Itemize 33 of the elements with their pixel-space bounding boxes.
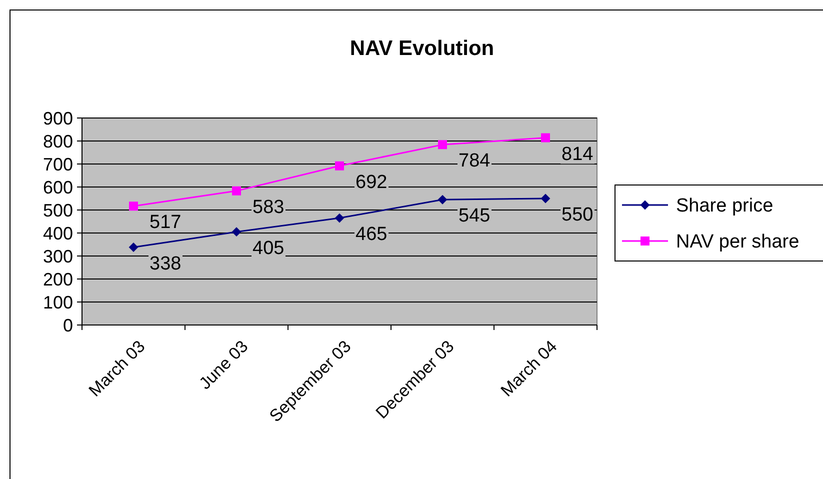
y-tick-label: 900 (42, 108, 73, 128)
point (232, 186, 241, 196)
point (129, 202, 138, 211)
point (541, 194, 550, 203)
y-tick-label: 200 (42, 269, 73, 290)
data-label: 550 (562, 204, 594, 226)
y-tick-label: 400 (42, 223, 73, 244)
data-label: 405 (252, 238, 284, 259)
point (438, 140, 447, 150)
y-tick-label: 300 (42, 246, 73, 266)
legend-label: NAV per share (676, 232, 800, 253)
data-label: 338 (150, 253, 182, 274)
y-tick-label: 800 (42, 131, 73, 152)
data-label: 583 (252, 196, 284, 218)
y-tick-label: 700 (42, 154, 73, 174)
y-tick-label: 600 (42, 177, 73, 198)
data-label: 465 (356, 224, 388, 246)
data-label: 814 (562, 144, 594, 165)
data-label: 784 (458, 150, 491, 172)
y-tick-label: 0 (62, 315, 73, 336)
data-label: 545 (458, 206, 490, 227)
point (541, 133, 550, 142)
data-label: 517 (150, 212, 182, 234)
point (335, 161, 344, 170)
point (129, 242, 138, 252)
legend-label: Share price (676, 196, 774, 217)
point (438, 195, 447, 204)
data-label: 692 (356, 172, 388, 193)
chart-title: NAV Evolution (350, 37, 494, 60)
y-tick-label: 500 (42, 200, 73, 220)
y-tick-label: 100 (42, 292, 73, 312)
point (232, 227, 241, 236)
point (335, 214, 344, 223)
